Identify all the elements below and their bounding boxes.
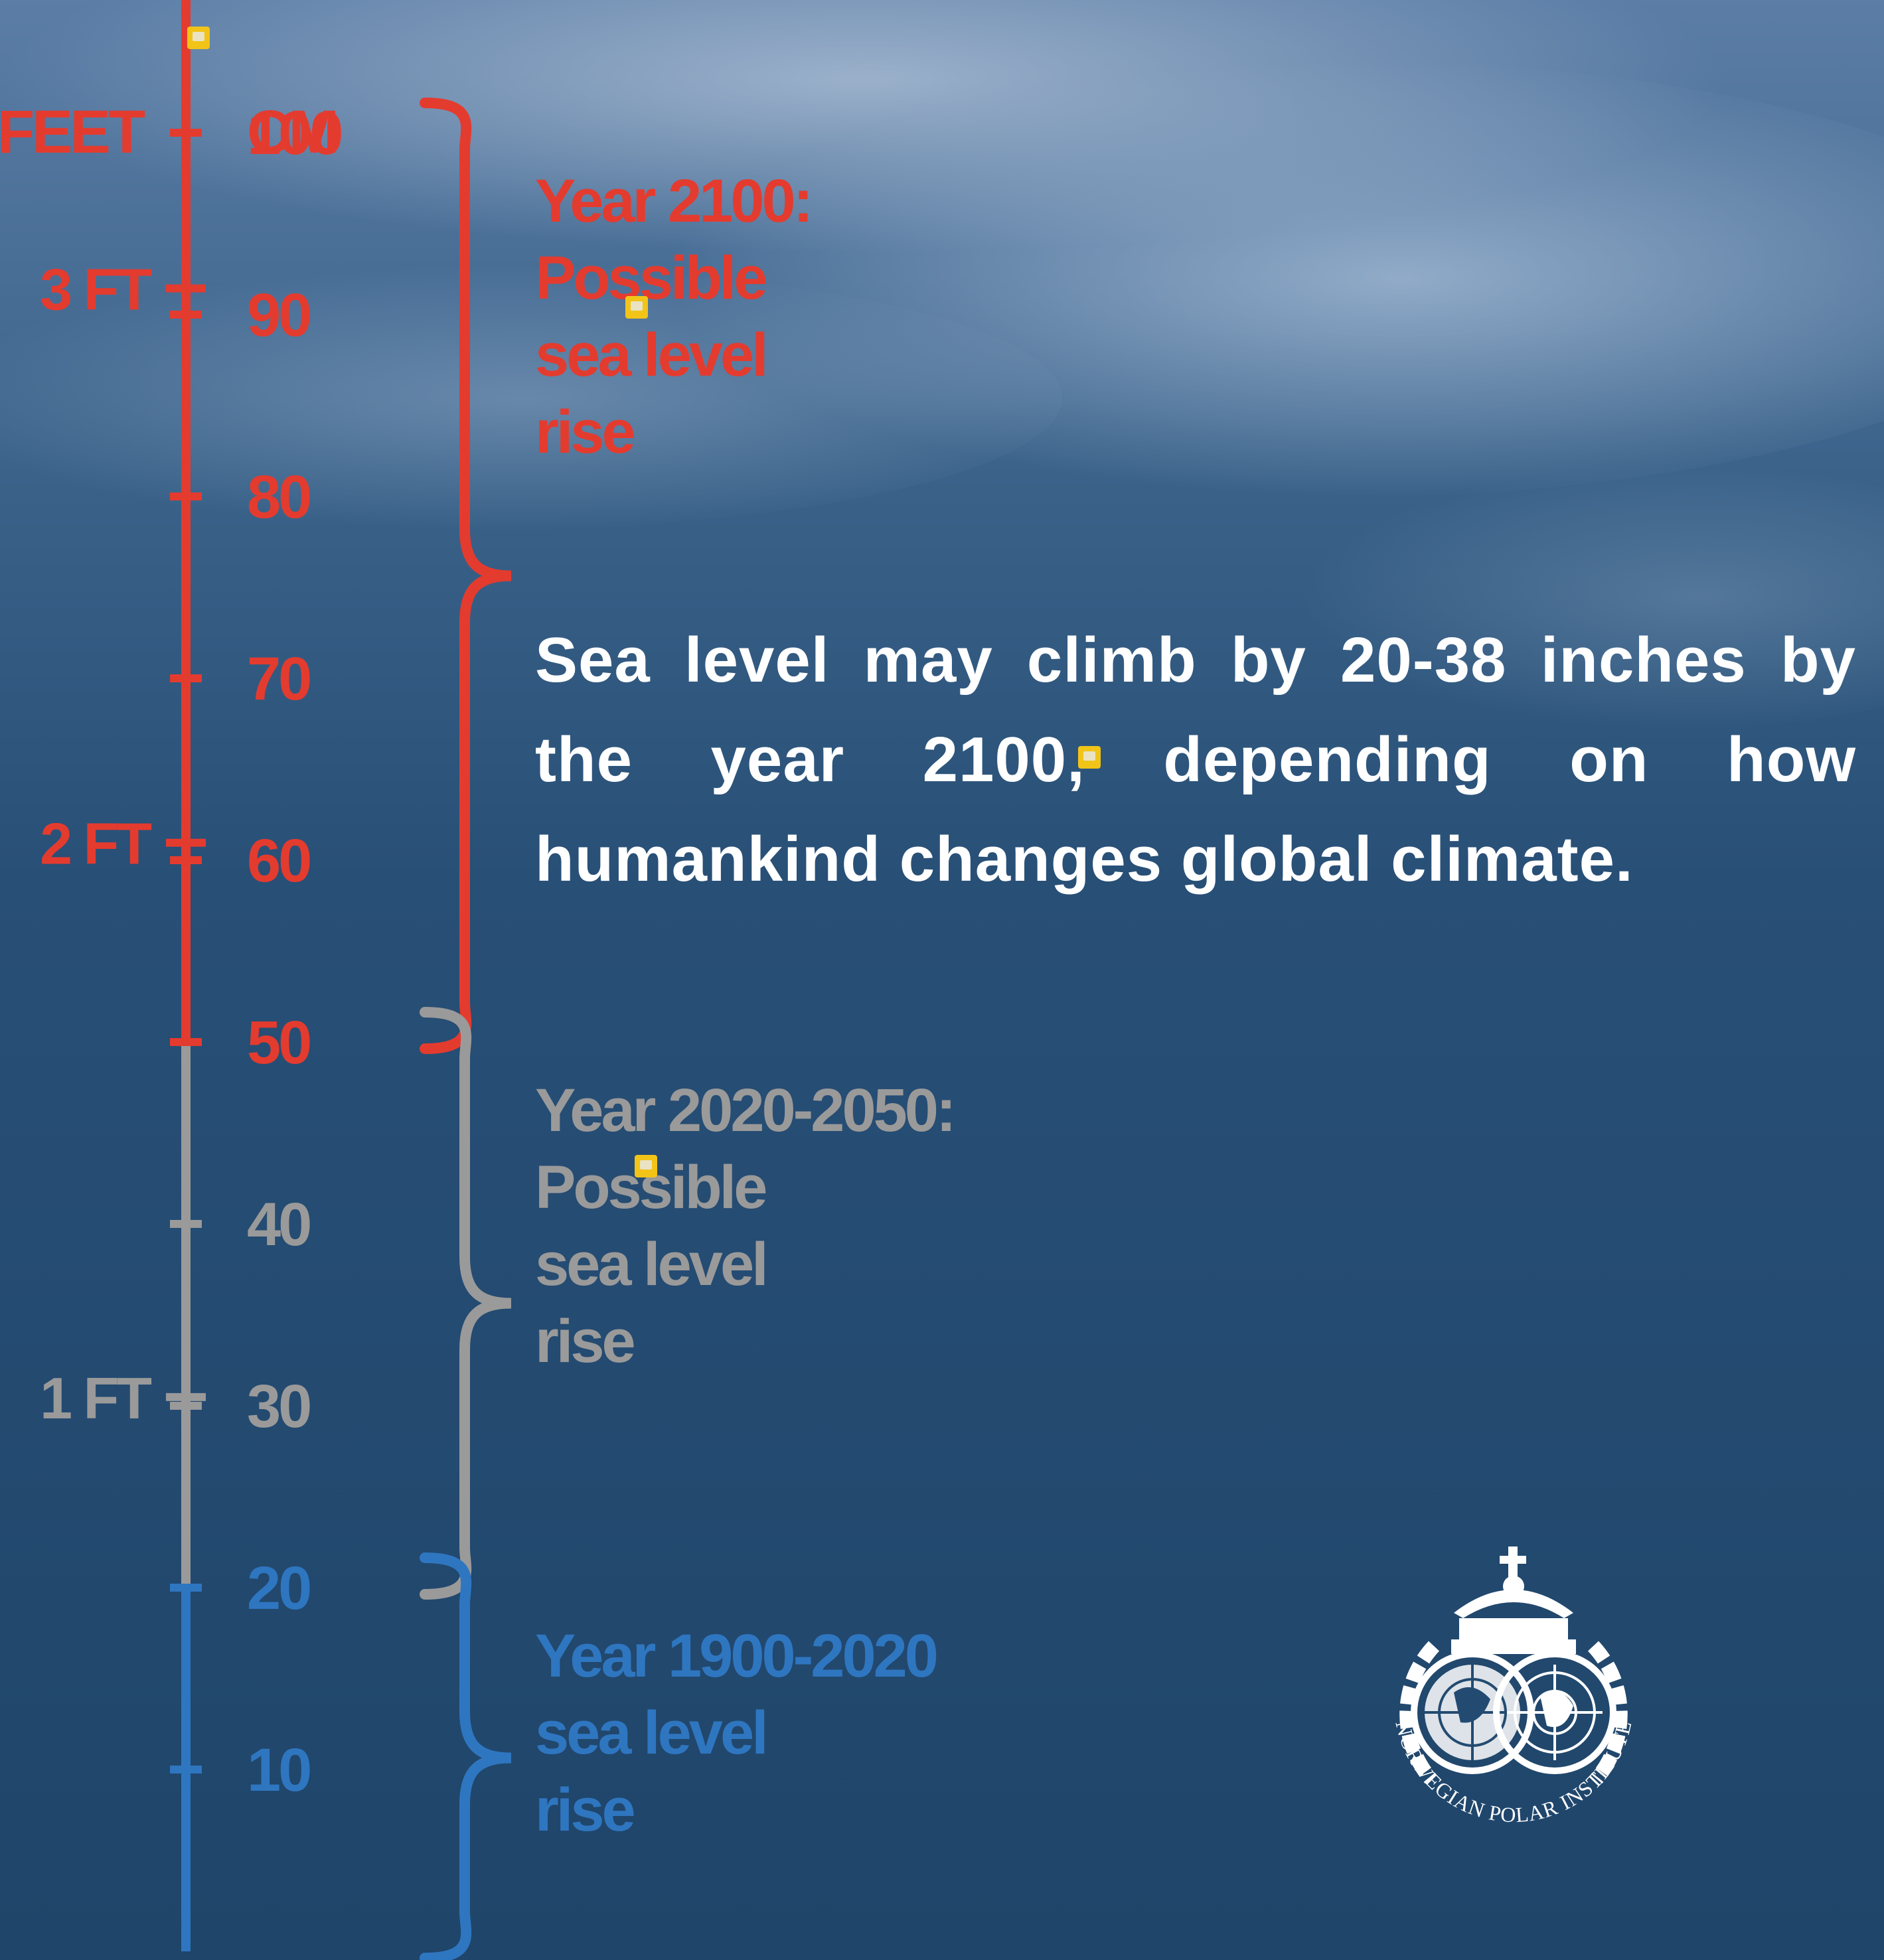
comment-icon[interactable] bbox=[187, 27, 210, 49]
range-label-line: Possible bbox=[535, 1154, 767, 1221]
cm-tick-label: 70 bbox=[247, 645, 310, 713]
cm-tick-label: 30 bbox=[247, 1373, 310, 1440]
wreath-icon bbox=[1399, 1641, 1628, 1784]
range-label: Year 2100: Possible sea level rise bbox=[535, 163, 813, 471]
range-label-line: Year 1900-2020 bbox=[535, 1622, 939, 1690]
cm-tick-label: 20 bbox=[247, 1554, 310, 1622]
range-label-line: sea level bbox=[535, 1699, 769, 1767]
cm-tick-label: 60 bbox=[247, 827, 310, 895]
range-braces bbox=[420, 98, 512, 1960]
range-label-line: rise bbox=[535, 1776, 636, 1844]
cm-tick-label: 90 bbox=[247, 281, 310, 349]
comment-icon[interactable] bbox=[635, 1155, 657, 1177]
crown-icon bbox=[1451, 1546, 1576, 1654]
feet-tick-label: 3 FT bbox=[40, 257, 151, 323]
feet-tick-label: 1 FT bbox=[40, 1365, 151, 1431]
range-label-line: sea level bbox=[535, 321, 769, 389]
headline: Sea level may climb by 20-38 inches by t… bbox=[535, 625, 1856, 895]
range-brace bbox=[420, 1007, 512, 1600]
range-brace bbox=[420, 1552, 512, 1960]
comment-icon[interactable] bbox=[1078, 746, 1101, 769]
globe-icon bbox=[1493, 1651, 1616, 1774]
tick-labels: 100 90 80 70 60 50 40 30 20 10 3 FT 2 FT 1 FT bbox=[40, 100, 344, 1804]
cm-tick-label: 80 bbox=[247, 463, 310, 531]
range-label-line: rise bbox=[535, 398, 636, 466]
range-label-line: Year 2100: bbox=[535, 167, 813, 235]
range-label-line: Possible bbox=[535, 244, 767, 312]
scale-lines bbox=[166, 0, 206, 1951]
cm-tick-label: 40 bbox=[247, 1191, 310, 1258]
cm-tick-label: 100 bbox=[247, 100, 341, 167]
feet-header: FEET bbox=[0, 98, 145, 166]
range-label: Year 1900-2020 sea level rise bbox=[535, 1618, 939, 1848]
range-label-line: sea level bbox=[535, 1231, 769, 1298]
norwegian-polar-institute-logo: NORWEGIAN POLAR INSTITUTE bbox=[1391, 1546, 1636, 1827]
feet-tick-label: 2 FT bbox=[40, 811, 151, 877]
cm-tick-label: 50 bbox=[247, 1009, 310, 1077]
range-label-line: Year 2020-2050: bbox=[535, 1077, 957, 1144]
cm-header: CM bbox=[247, 98, 337, 166]
range-label-line: rise bbox=[535, 1308, 636, 1375]
cm-tick-label: 10 bbox=[247, 1736, 310, 1804]
range-brace bbox=[420, 98, 512, 1054]
comment-icon[interactable] bbox=[625, 296, 648, 319]
range-label: Year 2020-2050: Possible sea level rise bbox=[535, 1072, 957, 1380]
